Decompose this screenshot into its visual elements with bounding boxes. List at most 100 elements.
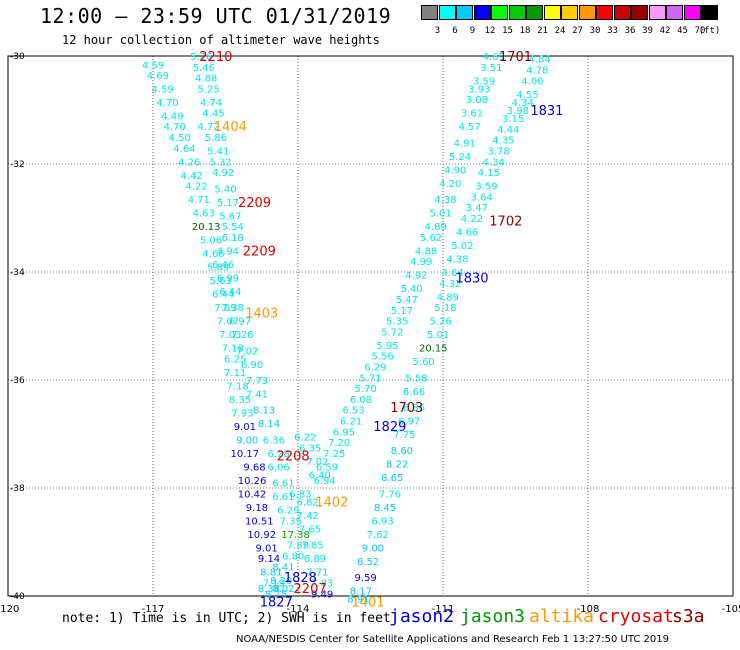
wave-height-value: 5.41 — [207, 147, 229, 158]
wave-height-value: 5.60 — [413, 357, 435, 368]
legend-swatch — [508, 5, 526, 20]
wave-height-value: 5.25 — [197, 84, 219, 95]
y-tick-label: -34 — [10, 268, 25, 278]
wave-height-value: 3.47 — [466, 203, 488, 214]
legend-label: 39 — [642, 26, 653, 36]
wave-height-value: 4.72 — [197, 122, 219, 133]
y-tick-label: -30 — [10, 52, 25, 62]
wave-height-value: 4.84 — [529, 55, 551, 66]
wave-height-value: 4.92 — [212, 168, 234, 179]
time-label: 2207 — [294, 582, 327, 597]
wave-height-value: 8.60 — [391, 446, 413, 457]
wave-height-value: 7.71 — [306, 568, 328, 579]
legend-swatch — [701, 5, 718, 20]
wave-height-value: 6.53 — [342, 406, 364, 417]
wave-height-value: 4.44 — [497, 125, 519, 136]
wave-height-value: 4.50 — [168, 133, 190, 144]
wave-height-value: 4.22 — [461, 214, 483, 225]
legend-label: 36 — [624, 26, 636, 36]
wave-height-value: 8.15 — [265, 589, 287, 600]
wave-height-value: 4.90 — [444, 165, 466, 176]
wave-height-value: 8.20 — [270, 576, 292, 587]
wave-height-value: 4.26 — [178, 157, 200, 168]
time-label: 1827 — [260, 595, 293, 610]
wave-height-value: 7.18 — [222, 344, 244, 355]
wave-height-value: 6.08 — [350, 395, 372, 406]
legend-swatch — [438, 5, 456, 20]
wave-height-value: 5.26 — [429, 317, 451, 328]
wave-height-value: 4.22 — [185, 182, 207, 193]
wave-height-value: 7.26 — [231, 330, 253, 341]
wave-height-value: 9.59 — [355, 573, 377, 584]
wave-height-value: 4.63 — [193, 209, 215, 220]
wave-height-value: 7.85 — [301, 541, 323, 552]
wave-height-value: 6.66 — [403, 387, 425, 398]
time-label: 2210 — [199, 50, 232, 65]
wave-height-value: 5.62 — [420, 233, 442, 244]
wave-height-value: 6.06 — [268, 462, 290, 473]
time-label: 2208 — [277, 450, 310, 465]
wave-height-value: 7.42 — [297, 511, 319, 522]
wave-height-value: 8.41 — [272, 562, 294, 573]
wave-height-value: 6.97 — [229, 317, 251, 328]
wave-height-value: 7.41 — [246, 390, 268, 401]
wave-height-value: 7.20 — [328, 438, 350, 449]
wave-height-value: 7.93 — [231, 408, 253, 419]
wave-height-value: 6.90 — [241, 360, 263, 371]
wave-height-value: 7.75 — [393, 430, 415, 441]
legend-label: 18 — [519, 26, 531, 36]
legend-label: 42 — [659, 26, 671, 36]
wave-height-value: 5.67 — [219, 211, 241, 222]
legend-swatch — [683, 5, 701, 20]
x-tick-label: -111 — [432, 604, 455, 615]
wave-height-value: 5.95 — [376, 341, 398, 352]
wave-height-value: 5.17 — [217, 198, 239, 209]
wave-height-value: 7.18 — [226, 381, 248, 392]
wave-height-value: 7.83 — [311, 579, 333, 590]
wave-height-value: 9.18 — [246, 503, 268, 514]
wave-height-value: 4.55 — [516, 90, 538, 101]
satellite-cryosat: cryosat — [598, 606, 674, 627]
wave-height-value: 3.64 — [471, 192, 493, 203]
wave-height-value: 5.40 — [400, 284, 422, 295]
chart-title: 12:00 – 23:59 UTC 01/31/2019 — [40, 4, 392, 28]
wave-height-value: 7.76 — [379, 489, 401, 500]
wave-height-value: 4.59 — [142, 61, 164, 72]
wave-height-value: 6.40 — [309, 471, 331, 482]
wave-height-value: 4.88 — [415, 246, 437, 257]
wave-height-value: 8.91 — [347, 595, 369, 606]
wave-height-value: 5.18 — [434, 303, 456, 314]
wave-height-value: 7.35 — [280, 516, 302, 527]
wave-height-value: 10.42 — [238, 489, 267, 500]
wave-height-value: 4.49 — [161, 111, 183, 122]
wave-height-value: 6.46 — [212, 260, 234, 271]
legend-label: 12 — [484, 26, 496, 36]
wave-height-value: 4.38 — [434, 195, 456, 206]
x-tick-label: -114 — [287, 604, 310, 615]
wave-height-value: 5.63 — [210, 276, 232, 287]
wave-height-value: 3.15 — [502, 114, 524, 125]
y-tick-label: -32 — [10, 160, 25, 170]
wave-height-value: 5.86 — [205, 133, 227, 144]
wave-height-value: 4.69 — [147, 71, 169, 82]
wave-height-value: 7.73 — [246, 376, 268, 387]
wave-height-value: 3.59 — [475, 182, 497, 193]
wave-height-value: 3.78 — [487, 147, 509, 158]
wave-height-value: 6.61 — [272, 492, 294, 503]
wave-height-value: 8.35 — [229, 395, 251, 406]
wave-height-value: 10.26 — [238, 476, 267, 487]
wave-height-value: 4.70 — [156, 98, 178, 109]
wave-height-value: 8.13 — [253, 406, 275, 417]
footer-credit: NOAA/NESDIS Center for Satellite Applica… — [236, 634, 669, 645]
wave-height-value: 9.01 — [255, 543, 277, 554]
time-label: 1402 — [315, 496, 348, 511]
legend-swatch — [631, 5, 648, 20]
wave-height-value: 4.38 — [446, 255, 468, 266]
wave-height-value: 5.32 — [210, 157, 232, 168]
wave-height-value: 4.70 — [164, 122, 186, 133]
legend-label: 3 — [434, 26, 441, 36]
wave-height-value: 4.42 — [181, 171, 203, 182]
wave-height-value: 5.17 — [391, 306, 413, 317]
wave-height-value: 3.08 — [466, 95, 488, 106]
